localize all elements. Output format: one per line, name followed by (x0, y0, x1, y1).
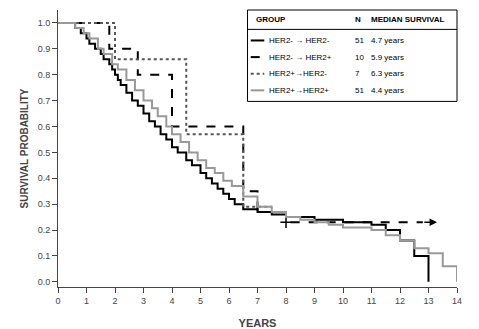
svg-text:N: N (355, 15, 361, 24)
svg-text:0.6: 0.6 (38, 122, 51, 132)
svg-text:4: 4 (169, 296, 174, 306)
svg-text:YEARS: YEARS (239, 317, 277, 329)
svg-text:5.9 years: 5.9 years (371, 53, 404, 62)
svg-text:11: 11 (367, 296, 376, 306)
svg-text:51: 51 (355, 86, 364, 95)
svg-text:0.2: 0.2 (38, 225, 51, 235)
svg-text:7: 7 (355, 69, 360, 78)
svg-text:3: 3 (141, 296, 146, 306)
svg-text:2: 2 (112, 296, 117, 306)
svg-text:0: 0 (55, 296, 60, 306)
svg-text:6: 6 (226, 296, 231, 306)
svg-text:1.0: 1.0 (38, 18, 51, 28)
svg-text:HER2+→HER2-: HER2+→HER2- (269, 69, 327, 78)
svg-text:0.3: 0.3 (38, 199, 51, 209)
svg-text:GROUP: GROUP (256, 15, 286, 24)
svg-text:7: 7 (255, 296, 260, 306)
svg-text:0.5: 0.5 (38, 148, 51, 158)
svg-text:0.7: 0.7 (38, 96, 51, 106)
svg-text:9: 9 (312, 296, 317, 306)
svg-text:10: 10 (355, 53, 364, 62)
svg-text:10: 10 (338, 296, 348, 306)
svg-text:HER2+→HER2+: HER2+→HER2+ (269, 86, 329, 95)
svg-text:6.3 years: 6.3 years (371, 69, 404, 78)
svg-text:HER2- → HER2+: HER2- → HER2+ (269, 53, 332, 62)
svg-text:4.7 years: 4.7 years (371, 36, 404, 45)
svg-text:5: 5 (198, 296, 203, 306)
svg-text:8: 8 (283, 296, 288, 306)
svg-text:0.8: 0.8 (38, 70, 51, 80)
svg-text:0.9: 0.9 (38, 44, 51, 54)
svg-text:13: 13 (423, 296, 433, 306)
svg-text:HER2- → HER2-: HER2- → HER2- (269, 36, 330, 45)
svg-text:14: 14 (452, 296, 462, 306)
svg-text:0.1: 0.1 (38, 251, 51, 261)
svg-text:4.4 years: 4.4 years (371, 86, 404, 95)
svg-text:12: 12 (395, 296, 405, 306)
svg-text:1: 1 (84, 296, 89, 306)
svg-text:SURVIVAL PROBABILITY: SURVIVAL PROBABILITY (19, 88, 30, 208)
svg-text:0.4: 0.4 (38, 173, 51, 183)
svg-text:51: 51 (355, 36, 364, 45)
svg-text:0.0: 0.0 (38, 277, 51, 287)
svg-text:MEDIAN SURVIVAL: MEDIAN SURVIVAL (371, 15, 445, 24)
